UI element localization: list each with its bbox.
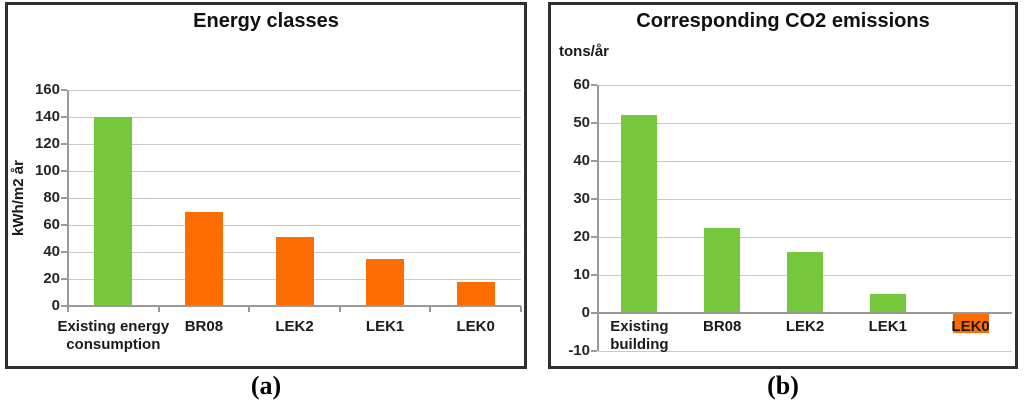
category-label: Existing energy consumption [57,318,170,353]
gridline [68,224,521,226]
y-tick-mark [591,198,597,200]
bar-lek2 [275,237,314,305]
y-tick-label: 140 [34,108,60,125]
caption-b: (b) [767,371,799,400]
bar-lek1 [366,258,405,305]
chart-b-y-axis-label: tons/år [559,43,610,60]
x-tick-mark [248,306,251,312]
category-label: LEK0 [951,318,990,335]
bar-existing-building [621,115,658,312]
gridline [598,236,1012,238]
y-tick-label: 80 [43,189,60,206]
y-tick-mark [61,170,67,172]
category-label: Existing building [610,318,669,353]
chart-a-title: Energy classes [193,10,339,32]
bar-lek0 [952,314,989,333]
x-tick-mark [157,306,160,312]
caption-a: (a) [250,371,282,400]
plot-area: -10 0 10 20 30 40 50 60 Existing building BR08 LEK… [568,76,1012,359]
y-tick-mark [591,122,597,124]
gridline [598,122,1012,124]
y-tick-mark [591,236,597,238]
x-tick-mark [520,306,522,312]
y-tick-mark [61,224,67,226]
y-tick-label: 10 [573,266,590,283]
gridline [68,197,521,199]
x-tick-mark [67,306,69,312]
plot-area: 0 20 40 60 80 100 120 140 160 Existing energy con… [35,81,522,353]
y-tick-label: 60 [43,216,60,233]
bar-existing-energy-consumption [94,117,133,305]
y-tick-mark [61,251,67,253]
y-tick-mark [591,350,597,352]
y-axis-line [597,85,599,351]
category-label: BR08 [703,318,742,335]
category-label: LEK1 [868,318,907,335]
y-tick-mark [61,305,67,307]
x-axis-line [68,305,521,307]
y-tick-mark [591,84,597,86]
y-tick-label: 30 [573,190,590,207]
gridline [68,89,521,91]
y-tick-label: -10 [568,342,590,359]
category-label: BR08 [184,318,224,335]
category-label: LEK2 [785,318,825,335]
bar-lek1 [869,294,906,312]
y-tick-label: 60 [573,76,590,93]
y-tick-label: 120 [34,135,60,152]
gridline [68,170,521,172]
y-tick-label: 40 [573,152,590,169]
y-tick-label: 20 [43,270,60,287]
bar-br08 [184,211,223,305]
gridline [598,160,1012,162]
chart-b-area: Corresponding CO2 emissions tons/år -10 0… [551,5,1015,366]
gridline [598,350,1012,352]
y-tick-mark [61,143,67,145]
x-tick-mark [429,306,432,312]
category-label: LEK1 [365,318,405,335]
y-tick-mark [61,197,67,199]
y-tick-mark [61,278,67,280]
bar-br08 [704,227,741,312]
gridline [598,84,1012,86]
y-tick-label: 100 [34,162,60,179]
bar-lek2 [787,252,823,312]
x-tick-mark [338,306,341,312]
gridline [68,116,521,118]
chart-panel-a: Energy classes kWh/m2 år 0 20 40 60 80 100 120… [5,2,527,369]
chart-a-area: Energy classes kWh/m2 år 0 20 40 60 80 100 120… [8,5,524,366]
gridline [598,198,1012,200]
y-axis-line [67,90,69,312]
y-tick-mark [591,274,597,276]
bar-lek0 [456,281,495,305]
y-tick-mark [591,312,597,314]
chart-b-title: Corresponding CO2 emissions [636,10,930,32]
y-tick-mark [61,116,67,118]
y-tick-mark [591,160,597,162]
y-tick-label: 160 [34,81,60,98]
y-tick-label: 50 [573,114,590,131]
gridline [68,143,521,145]
y-tick-label: 0 [581,304,590,321]
x-axis-line [598,312,1012,314]
category-label: LEK0 [456,318,495,335]
chart-panel-b: Corresponding CO2 emissions tons/år -10 0… [548,2,1018,369]
category-label: LEK2 [275,318,314,335]
y-tick-mark [61,89,67,91]
y-tick-label: 20 [573,228,590,245]
y-tick-label: 0 [51,297,60,314]
y-tick-label: 40 [43,243,60,260]
